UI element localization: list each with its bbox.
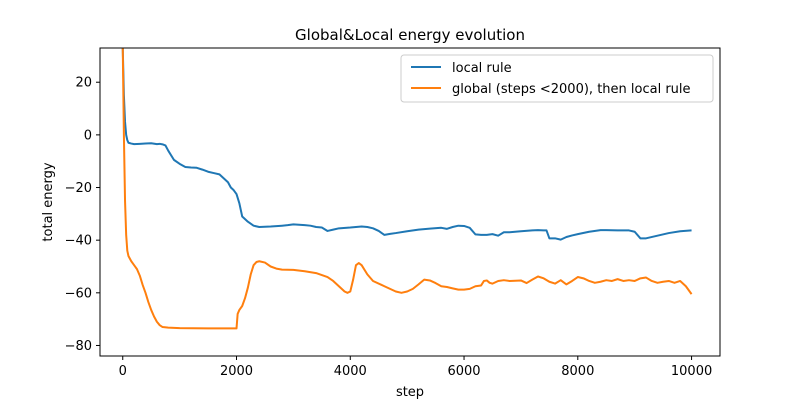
chart-title: Global&Local energy evolution [295,26,525,44]
y-tick-label: 0 [84,128,92,143]
x-axis-label: step [396,385,424,400]
x-tick-label: 4000 [334,364,367,379]
y-tick-label: −80 [65,339,92,354]
y-axis: 20 0 −20 −40 −60 −80 [65,76,100,354]
series-layer [121,48,693,330]
legend-box [400,54,714,103]
legend: local rule global (steps <2000), then lo… [400,54,714,103]
x-tick-label: 6000 [447,364,480,379]
x-axis: 0 2000 4000 6000 8000 10000 [119,356,712,379]
x-tick-label: 0 [119,364,127,379]
y-tick-label: 20 [75,76,92,91]
legend-label-global-then-local: global (steps <2000), then local rule [452,82,691,97]
y-axis-label: total energy [41,162,56,241]
y-tick-label: −40 [65,234,92,249]
x-tick-label: 10000 [671,364,712,379]
y-tick-label: −20 [65,181,92,196]
legend-label-local-rule: local rule [452,61,512,76]
plot-area-frame [99,47,721,357]
y-tick-label: −60 [65,286,92,301]
x-tick-label: 2000 [220,364,253,379]
series-line-local-rule [121,48,692,241]
series-line-global-then-local [121,48,693,330]
x-tick-label: 8000 [561,364,594,379]
